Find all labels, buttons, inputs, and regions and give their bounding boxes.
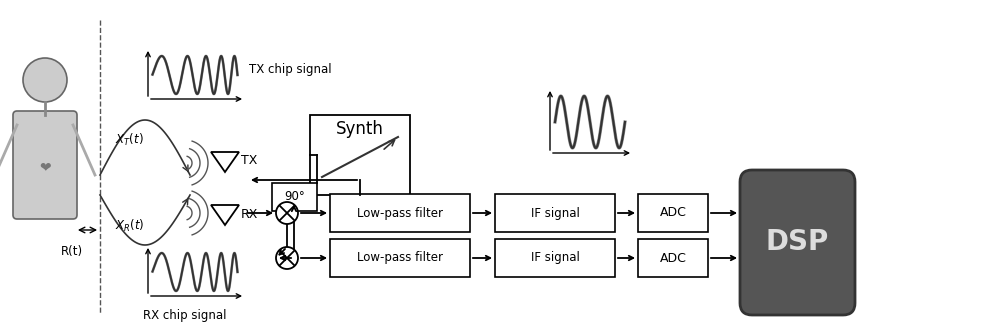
Polygon shape — [211, 205, 239, 225]
Circle shape — [23, 58, 67, 102]
Bar — [272, 183, 317, 211]
Text: $X_T(t)$: $X_T(t)$ — [115, 132, 144, 148]
Bar — [330, 194, 470, 232]
Text: ❤: ❤ — [39, 160, 51, 174]
Text: ADC: ADC — [660, 252, 686, 265]
Text: TX: TX — [241, 155, 257, 167]
Text: IF signal: IF signal — [531, 252, 579, 265]
Bar — [495, 239, 615, 277]
Text: DSP: DSP — [766, 228, 829, 257]
Text: Low-pass filter: Low-pass filter — [357, 252, 443, 265]
Bar — [310, 115, 410, 195]
FancyBboxPatch shape — [13, 111, 77, 219]
Text: IF signal: IF signal — [531, 206, 579, 219]
Text: $X_R(t)$: $X_R(t)$ — [115, 218, 144, 234]
Text: TX chip signal: TX chip signal — [249, 63, 332, 76]
Polygon shape — [211, 152, 239, 172]
Circle shape — [276, 247, 298, 269]
Bar — [638, 239, 708, 277]
Text: RX: RX — [241, 207, 258, 220]
Bar — [495, 194, 615, 232]
Text: 90°: 90° — [284, 190, 305, 203]
Circle shape — [276, 202, 298, 224]
Text: Low-pass filter: Low-pass filter — [357, 206, 443, 219]
FancyBboxPatch shape — [740, 170, 855, 315]
Text: Synth: Synth — [336, 120, 384, 138]
Bar — [330, 239, 470, 277]
Bar — [638, 194, 708, 232]
Text: RX chip signal: RX chip signal — [143, 309, 227, 322]
Text: ADC: ADC — [660, 206, 686, 219]
Text: R(t): R(t) — [61, 245, 83, 258]
